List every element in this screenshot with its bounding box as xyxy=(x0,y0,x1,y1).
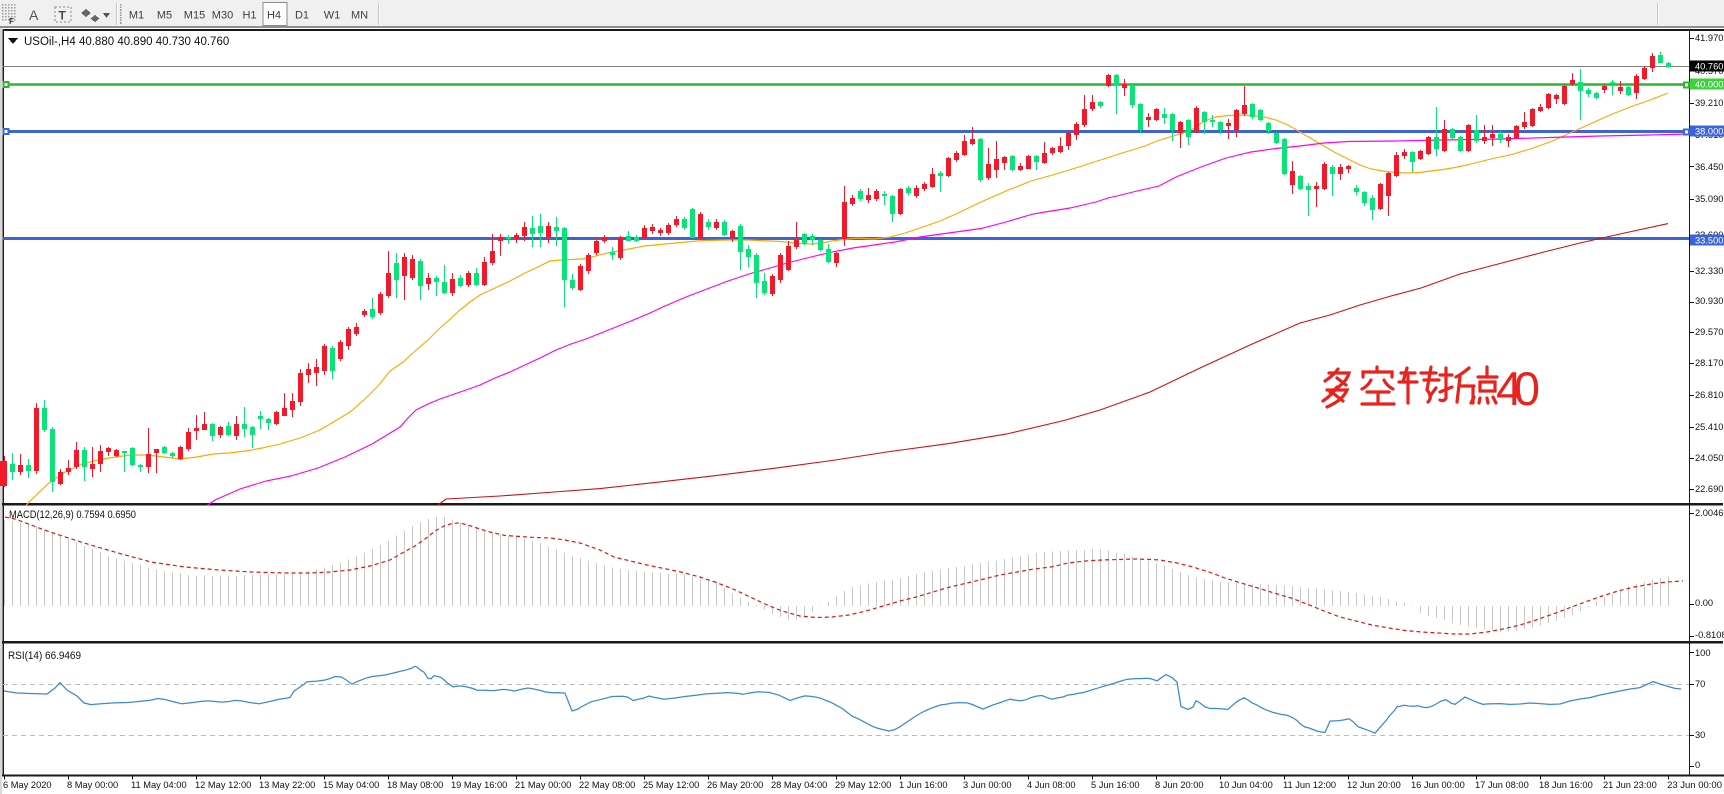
svg-text:10 Jun 04:00: 10 Jun 04:00 xyxy=(1219,780,1273,790)
svg-text:M1: M1 xyxy=(129,10,144,22)
svg-text:26 May 20:00: 26 May 20:00 xyxy=(707,780,763,790)
svg-text:MN: MN xyxy=(351,10,368,22)
svg-text:F: F xyxy=(9,17,14,26)
svg-text:H4: H4 xyxy=(267,10,281,22)
svg-text:MACD(12,26,9) 0.7594 0.6950: MACD(12,26,9) 0.7594 0.6950 xyxy=(9,509,136,521)
svg-text:38.000: 38.000 xyxy=(1695,127,1723,137)
svg-text:M15: M15 xyxy=(184,10,205,22)
svg-text:12 May 12:00: 12 May 12:00 xyxy=(195,780,251,790)
svg-text:4 Jun 08:00: 4 Jun 08:00 xyxy=(1027,780,1076,790)
svg-text:32.330: 32.330 xyxy=(1695,266,1723,276)
svg-text:28 May 04:00: 28 May 04:00 xyxy=(771,780,827,790)
svg-text:T: T xyxy=(59,9,67,23)
svg-text:22.690: 22.690 xyxy=(1695,484,1723,494)
svg-text:41.970: 41.970 xyxy=(1695,33,1723,43)
svg-text:26.810: 26.810 xyxy=(1695,390,1723,400)
svg-text:11 Jun 12:00: 11 Jun 12:00 xyxy=(1283,780,1336,790)
svg-text:23 Jun 00:00: 23 Jun 00:00 xyxy=(1667,780,1722,791)
svg-text:3 Jun 00:00: 3 Jun 00:00 xyxy=(963,780,1012,790)
svg-text:36.450: 36.450 xyxy=(1695,162,1723,172)
svg-text:1 Jun 16:00: 1 Jun 16:00 xyxy=(899,780,948,790)
svg-text:2.0046: 2.0046 xyxy=(1695,508,1723,518)
svg-text:D1: D1 xyxy=(295,10,309,22)
svg-text:H1: H1 xyxy=(242,10,256,22)
svg-text:100: 100 xyxy=(1695,648,1711,658)
svg-text:25.410: 25.410 xyxy=(1695,422,1723,432)
svg-text:13 May 22:00: 13 May 22:00 xyxy=(259,780,315,790)
svg-text:16 Jun 00:00: 16 Jun 00:00 xyxy=(1411,780,1465,790)
svg-text:8 May 00:00: 8 May 00:00 xyxy=(67,780,118,790)
svg-text:8 Jun 20:00: 8 Jun 20:00 xyxy=(1155,780,1204,790)
svg-text:17 Jun 08:00: 17 Jun 08:00 xyxy=(1475,780,1529,790)
svg-text:-0.8108: -0.8108 xyxy=(1695,630,1724,640)
svg-text:12 Jun 20:00: 12 Jun 20:00 xyxy=(1347,780,1401,790)
svg-text:39.210: 39.210 xyxy=(1695,98,1723,108)
svg-text:40.760: 40.760 xyxy=(1695,62,1723,72)
svg-text:6 May 2020: 6 May 2020 xyxy=(3,780,52,790)
svg-text:29.570: 29.570 xyxy=(1695,327,1723,337)
svg-text:USOil-,H4 40.880 40.890 40.73: USOil-,H4 40.880 40.890 40.730 40.760 xyxy=(24,36,229,48)
svg-text:5 Jun 16:00: 5 Jun 16:00 xyxy=(1091,780,1140,790)
svg-text:15 May 04:00: 15 May 04:00 xyxy=(323,780,379,790)
svg-text:33.500: 33.500 xyxy=(1695,236,1723,246)
svg-text:40: 40 xyxy=(1496,362,1540,415)
svg-text:70: 70 xyxy=(1695,679,1705,689)
svg-text:0: 0 xyxy=(1695,760,1700,770)
svg-text:35.090: 35.090 xyxy=(1695,194,1723,204)
svg-text:28.170: 28.170 xyxy=(1695,358,1723,368)
svg-text:30: 30 xyxy=(1695,730,1705,740)
svg-text:RSI(14) 66.9469: RSI(14) 66.9469 xyxy=(8,650,81,662)
svg-text:M30: M30 xyxy=(212,10,233,22)
svg-text:30.930: 30.930 xyxy=(1695,296,1723,306)
svg-text:W1: W1 xyxy=(324,10,341,22)
svg-text:18 May 08:00: 18 May 08:00 xyxy=(387,780,443,790)
svg-text:0.00: 0.00 xyxy=(1695,598,1713,608)
svg-text:A: A xyxy=(29,7,39,23)
svg-text:M5: M5 xyxy=(157,10,172,22)
svg-text:40.000: 40.000 xyxy=(1695,80,1723,90)
svg-text:18 Jun 16:00: 18 Jun 16:00 xyxy=(1539,780,1593,790)
svg-text:29 May 12:00: 29 May 12:00 xyxy=(835,780,891,790)
svg-text:19 May 16:00: 19 May 16:00 xyxy=(451,780,507,790)
svg-text:21 May 00:00: 21 May 00:00 xyxy=(515,780,571,790)
svg-text:21 Jun 23:00: 21 Jun 23:00 xyxy=(1603,780,1657,790)
svg-text:11 May 04:00: 11 May 04:00 xyxy=(131,780,187,790)
svg-text:25 May 12:00: 25 May 12:00 xyxy=(643,780,699,790)
svg-text:22 May 08:00: 22 May 08:00 xyxy=(579,780,635,790)
svg-text:24.050: 24.050 xyxy=(1695,453,1723,463)
